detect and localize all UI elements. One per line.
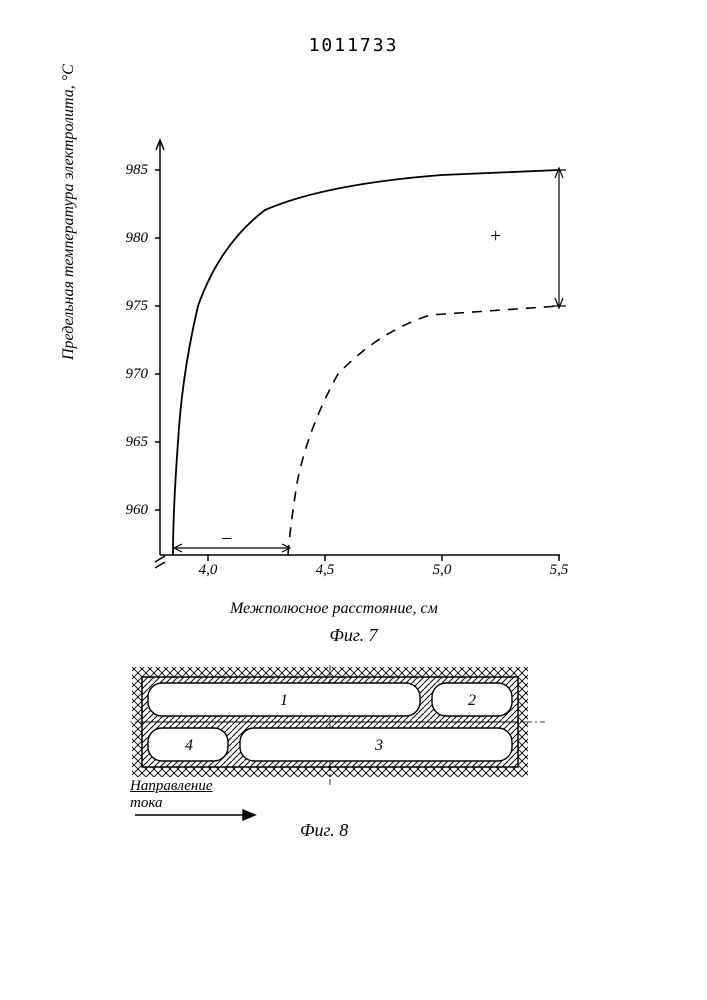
y-axis-label: Предельная температура электролита, °C — [60, 64, 78, 360]
ytick-970: 970 — [118, 366, 148, 383]
plus-mark: + — [490, 225, 501, 248]
xtick-45: 4,5 — [310, 562, 340, 579]
document-number: 1011733 — [0, 35, 707, 56]
ytick-960: 960 — [118, 502, 148, 519]
minus-mark: − — [221, 528, 232, 551]
arrow-label-bottom: тока — [130, 795, 162, 812]
ytick-985: 985 — [118, 162, 148, 179]
diagram-fig8: 1 2 3 4 Направление тока — [130, 665, 570, 825]
fig7-caption: Фиг. 7 — [0, 625, 707, 646]
fig8-caption: Фиг. 8 — [300, 820, 348, 841]
chart-svg — [100, 110, 570, 590]
chart-fig7 — [100, 110, 570, 590]
diagram-svg: 1 2 3 4 — [130, 665, 570, 825]
xtick-55: 5,5 — [544, 562, 574, 579]
xtick-40: 4,0 — [193, 562, 223, 579]
ytick-965: 965 — [118, 434, 148, 451]
vertical-arrow — [552, 168, 566, 308]
ytick-975: 975 — [118, 298, 148, 315]
dashed-curve — [288, 306, 559, 555]
arrow-label-top: Направление — [130, 778, 213, 795]
cell-4-label: 4 — [185, 737, 193, 754]
cell-2-label: 2 — [468, 692, 476, 709]
xtick-50: 5,0 — [427, 562, 457, 579]
cell-1-label: 1 — [280, 692, 288, 709]
cell-3-label: 3 — [374, 737, 383, 754]
x-axis-label: Межполюсное расстояние, см — [230, 600, 438, 618]
ytick-980: 980 — [118, 230, 148, 247]
